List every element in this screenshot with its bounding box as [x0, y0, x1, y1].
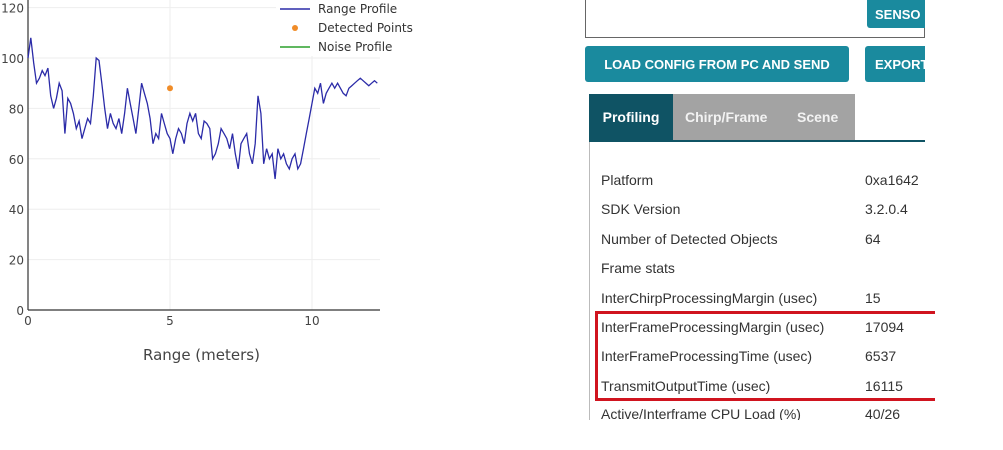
- stat-row: Frame stats: [601, 258, 865, 278]
- legend-swatch-detected: [292, 25, 298, 31]
- stat-label: TransmitOutputTime (usec): [601, 378, 771, 394]
- legend-label: Noise Profile: [318, 40, 392, 54]
- x-axis-label: Range (meters): [143, 346, 260, 364]
- stat-row: Active/Interframe CPU Load (%) 40/26: [601, 404, 900, 420]
- stat-value: 40/26: [865, 406, 901, 420]
- sensor-button[interactable]: SENSO: [867, 0, 925, 28]
- stat-row: InterChirpProcessingMargin (usec) 15: [601, 288, 881, 308]
- stat-value: 64: [865, 231, 881, 247]
- stat-label: InterFrameProcessingTime (usec): [601, 348, 813, 364]
- stat-label: Number of Detected Objects: [601, 231, 778, 247]
- stat-label: InterFrameProcessingMargin (usec): [601, 319, 825, 335]
- legend-label: Detected Points: [318, 21, 413, 35]
- stat-label: Frame stats: [601, 260, 675, 276]
- stat-row: Platform 0xa1642: [601, 170, 919, 190]
- stat-value: 15: [865, 290, 881, 306]
- stat-label: Platform: [601, 172, 654, 188]
- x-tick-label: 5: [166, 314, 174, 328]
- stat-label: InterChirpProcessingMargin (usec): [601, 290, 818, 306]
- content-border: [589, 142, 590, 420]
- tab-scene[interactable]: Scene: [785, 94, 855, 140]
- x-tick-label: 10: [304, 314, 319, 328]
- y-tick-label: 20: [9, 254, 24, 268]
- range-profile-line: [27, 37, 378, 180]
- stat-label: Active/Interframe CPU Load (%): [601, 406, 801, 420]
- y-tick-label: 60: [9, 153, 24, 167]
- stat-row: InterFrameProcessingMargin (usec) 17094: [601, 317, 904, 337]
- tab-underline: [589, 140, 925, 142]
- right-panel: SENSO LOAD CONFIG FROM PC AND SEND EXPOR…: [585, 0, 925, 420]
- legend-label: Range Profile: [318, 2, 397, 16]
- stat-value: 3.2.0.4: [865, 201, 908, 217]
- chart-svg: 0 20 40 60 80 100 120 0 5 10 Range Profile Detected…: [1, 0, 426, 328]
- stat-value: 0xa1642: [865, 172, 919, 188]
- detected-point: [167, 85, 173, 92]
- stat-value: 17094: [865, 319, 904, 335]
- export-button[interactable]: EXPORT: [865, 46, 925, 82]
- y-tick-label: 40: [9, 203, 24, 217]
- tab-profiling[interactable]: Profiling: [589, 94, 673, 140]
- highlight-box: [595, 311, 935, 401]
- range-profile-chart: 0 20 40 60 80 100 120 0 5 10 Range Profile Detected…: [0, 0, 440, 400]
- stat-row: TransmitOutputTime (usec) 16115: [601, 376, 903, 396]
- y-tick-label: 80: [9, 102, 24, 116]
- stat-label: SDK Version: [601, 201, 681, 217]
- stat-row: Number of Detected Objects 64: [601, 229, 881, 249]
- stat-value: 16115: [865, 378, 903, 394]
- x-tick-label: 0: [24, 314, 32, 328]
- stat-value: 6537: [865, 348, 897, 364]
- y-tick-label: 120: [1, 2, 24, 16]
- y-tick-label: 0: [16, 304, 24, 318]
- load-config-button[interactable]: LOAD CONFIG FROM PC AND SEND: [585, 46, 849, 82]
- stat-row: InterFrameProcessingTime (usec) 6537: [601, 346, 896, 366]
- stat-row: SDK Version 3.2.0.4: [601, 199, 908, 219]
- y-tick-label: 100: [1, 52, 24, 66]
- tab-chirp-frame[interactable]: Chirp/Frame: [673, 94, 785, 140]
- stats-tabs: Profiling Chirp/Frame Scene: [589, 94, 855, 140]
